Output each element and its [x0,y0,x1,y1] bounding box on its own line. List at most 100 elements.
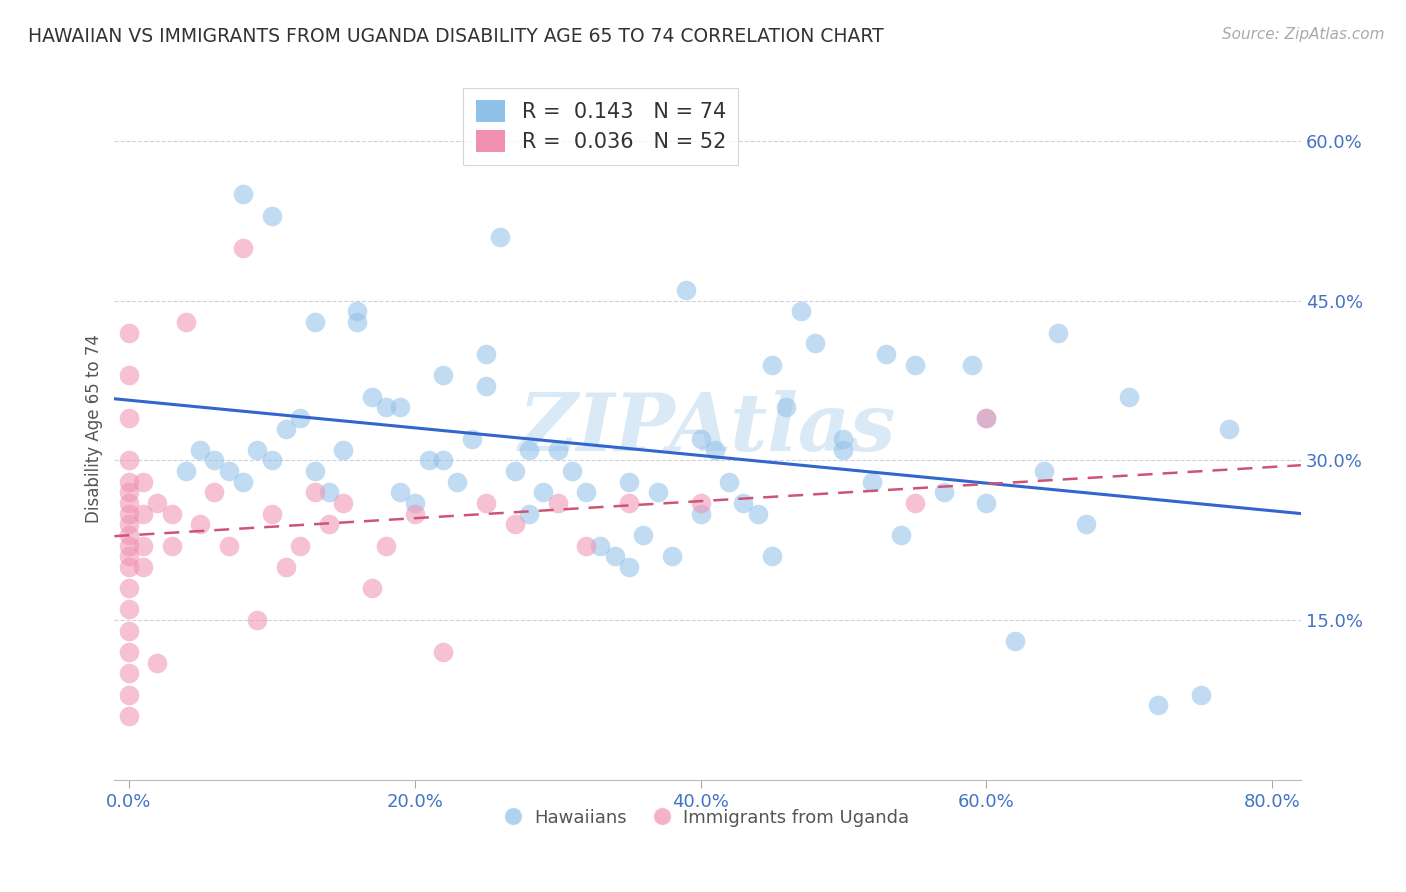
Text: Source: ZipAtlas.com: Source: ZipAtlas.com [1222,27,1385,42]
Point [346,315,368,329]
Point [976,496,998,510]
Point [589,539,612,553]
Point [118,624,141,638]
Point [1032,464,1054,478]
Point [689,507,711,521]
Point [118,666,141,681]
Point [617,496,640,510]
Point [389,485,412,500]
Point [118,368,141,383]
Point [875,347,897,361]
Point [218,539,240,553]
Point [260,507,283,521]
Point [118,688,141,702]
Point [375,401,398,415]
Point [575,485,598,500]
Point [675,283,697,297]
Point [832,432,855,446]
Point [789,304,811,318]
Point [960,358,983,372]
Point [775,401,797,415]
Point [174,315,197,329]
Point [118,326,141,340]
Point [404,496,426,510]
Point [188,442,211,457]
Point [232,187,254,202]
Point [904,358,927,372]
Text: ZIPAtlas: ZIPAtlas [519,390,897,467]
Point [531,485,554,500]
Point [118,539,141,553]
Point [260,453,283,467]
Point [360,390,382,404]
Point [346,304,368,318]
Point [617,475,640,489]
Point [575,539,598,553]
Point [475,379,498,393]
Point [274,421,297,435]
Point [232,241,254,255]
Point [160,507,183,521]
Point [118,708,141,723]
Point [232,475,254,489]
Point [204,453,226,467]
Point [1189,688,1212,702]
Point [304,485,326,500]
Text: HAWAIIAN VS IMMIGRANTS FROM UGANDA DISABILITY AGE 65 TO 74 CORRELATION CHART: HAWAIIAN VS IMMIGRANTS FROM UGANDA DISAB… [28,27,884,45]
Point [661,549,683,564]
Point [118,453,141,467]
Point [274,559,297,574]
Point [318,517,340,532]
Point [633,528,655,542]
Point [118,507,141,521]
Legend: Hawaiians, Immigrants from Uganda: Hawaiians, Immigrants from Uganda [499,801,917,834]
Point [132,507,155,521]
Point [904,496,927,510]
Point [689,432,711,446]
Point [204,485,226,500]
Point [761,549,783,564]
Point [475,496,498,510]
Point [561,464,583,478]
Point [976,410,998,425]
Point [503,464,526,478]
Point [118,410,141,425]
Point [375,539,398,553]
Y-axis label: Disability Age 65 to 74: Disability Age 65 to 74 [86,334,103,523]
Point [118,528,141,542]
Point [1147,698,1170,713]
Point [304,464,326,478]
Point [174,464,197,478]
Point [432,368,454,383]
Point [146,496,169,510]
Point [118,581,141,595]
Point [1118,390,1140,404]
Point [332,496,354,510]
Point [146,656,169,670]
Point [976,410,998,425]
Point [761,358,783,372]
Point [446,475,468,489]
Point [517,442,540,457]
Point [118,517,141,532]
Point [689,496,711,510]
Point [432,453,454,467]
Point [118,559,141,574]
Point [461,432,484,446]
Point [132,539,155,553]
Point [360,581,382,595]
Point [747,507,769,521]
Point [475,347,498,361]
Point [1218,421,1240,435]
Point [160,539,183,553]
Point [246,442,269,457]
Point [1076,517,1098,532]
Point [503,517,526,532]
Point [890,528,912,542]
Point [118,602,141,616]
Point [603,549,626,564]
Point [246,613,269,627]
Point [188,517,211,532]
Point [304,315,326,329]
Point [489,230,512,244]
